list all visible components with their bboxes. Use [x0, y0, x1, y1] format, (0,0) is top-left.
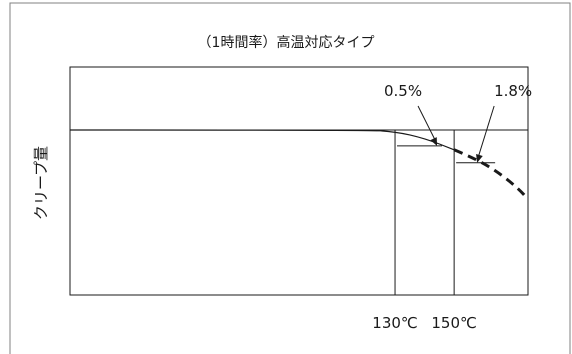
- annotation-0-5-arrow: [417, 105, 438, 145]
- creep-curve-dashed: [453, 148, 530, 201]
- creep-curve-solid: [69, 129, 455, 151]
- annotation-1-8-percent: 1.8%: [494, 82, 532, 100]
- annotation-0-5-percent: 0.5%: [384, 82, 422, 100]
- x-label-130c: 130℃: [372, 314, 417, 332]
- chart-title: （1時間率）高温対応タイプ: [198, 34, 375, 51]
- annotation-0-5-arrowhead: [430, 137, 438, 146]
- x-label-150c: 150℃: [431, 314, 476, 332]
- panel-border: [9, 2, 571, 354]
- plot-frame: [69, 66, 529, 296]
- y-axis-label: クリープ量: [32, 146, 50, 220]
- annotation-1-8-arrowhead: [476, 154, 483, 163]
- annotation-1-8-arrow: [476, 105, 495, 161]
